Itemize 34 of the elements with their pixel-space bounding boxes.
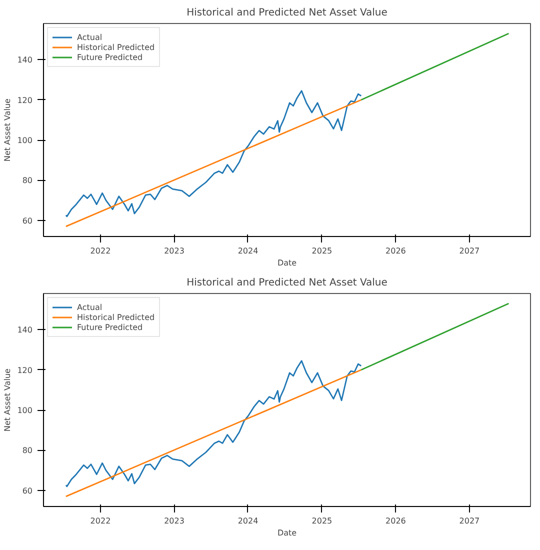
legend-label: Actual	[77, 302, 102, 312]
chart-title: Historical and Predicted Net Asset Value	[186, 278, 388, 288]
x-axis-title: Date	[277, 258, 297, 268]
legend-label: Historical Predicted	[77, 312, 155, 322]
y-tick-label: 80	[22, 176, 33, 186]
y-tick-label: 120	[17, 366, 33, 375]
y-tick-label: 140	[17, 56, 33, 65]
y-tick-label: 120	[17, 96, 33, 105]
x-tick-label: 2022	[90, 516, 111, 526]
x-tick-label: 2022	[90, 246, 111, 256]
x-tick-label: 2027	[459, 516, 480, 526]
x-tick-label: 2024	[238, 516, 258, 526]
x-tick-label: 2026	[386, 246, 406, 256]
y-tick-label: 100	[17, 136, 33, 146]
y-tick-label: 60	[22, 216, 33, 226]
x-tick-label: 2025	[312, 246, 332, 256]
x-tick-label: 2027	[459, 246, 480, 256]
x-tick-label: 2023	[164, 516, 184, 526]
legend-label: Future Predicted	[77, 52, 143, 62]
legend-label: Historical Predicted	[77, 42, 155, 52]
y-tick-label: 100	[17, 406, 33, 416]
x-tick-label: 2026	[386, 516, 406, 526]
chart-title: Historical and Predicted Net Asset Value	[186, 8, 388, 18]
x-tick-label: 2025	[312, 516, 332, 526]
x-axis-title: Date	[277, 528, 297, 538]
x-tick-label: 2023	[164, 246, 184, 256]
y-axis-title: Net Asset Value	[3, 368, 12, 432]
y-tick-label: 140	[17, 326, 33, 335]
legend-label: Future Predicted	[77, 322, 143, 332]
y-axis-title: Net Asset Value	[3, 98, 12, 162]
x-tick-label: 2024	[238, 246, 258, 256]
legend-label: Actual	[77, 32, 102, 42]
y-tick-label: 60	[22, 486, 33, 496]
y-tick-label: 80	[22, 446, 33, 456]
